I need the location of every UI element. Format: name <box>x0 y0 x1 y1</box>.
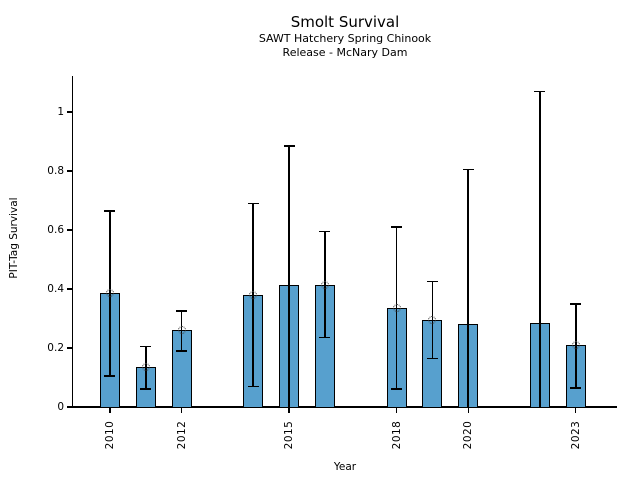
x-tick <box>180 407 183 413</box>
error-cap-bottom-2018 <box>391 388 403 391</box>
error-cap-top-2012 <box>176 310 188 312</box>
y-tick-label: 0 <box>57 401 64 413</box>
error-cap-top-2023 <box>570 302 582 305</box>
error-cap-top-2015 <box>283 145 295 147</box>
error-bar-2020 <box>467 169 470 407</box>
error-cap-bottom-2016 <box>319 336 331 339</box>
error-cap-bottom-2014 <box>247 385 259 388</box>
error-bar-2015 <box>288 145 290 407</box>
point-marker-2010 <box>105 289 114 298</box>
y-tick-label: 0.6 <box>47 223 64 236</box>
y-axis-spine <box>71 76 74 408</box>
error-cap-top-2022 <box>534 90 546 93</box>
point-marker-2023 <box>571 341 580 350</box>
error-cap-top-2010 <box>104 210 116 212</box>
point-marker-2014 <box>249 290 258 299</box>
point-marker-2019 <box>428 315 437 324</box>
x-tick-label: 2023 <box>569 420 582 450</box>
y-tick <box>66 170 72 172</box>
x-tick <box>467 407 469 413</box>
error-cap-bottom-2010 <box>104 375 116 377</box>
x-tick <box>109 407 111 413</box>
x-tick-label: 2018 <box>390 420 403 450</box>
y-tick <box>66 229 72 231</box>
chart-subtitle-line1: SAWT Hatchery Spring Chinook <box>258 32 432 45</box>
y-tick <box>66 347 72 349</box>
x-tick-label: 2020 <box>462 420 475 450</box>
point-marker-2011 <box>141 363 150 372</box>
chart-title: Smolt Survival <box>290 13 400 31</box>
y-tick-label: 0.2 <box>47 341 64 354</box>
x-axis-label: Year <box>333 461 357 473</box>
x-tick <box>395 407 398 413</box>
error-cap-top-2019 <box>426 280 438 283</box>
point-marker-2018 <box>392 304 401 313</box>
error-cap-top-2011 <box>140 345 152 348</box>
chart-subtitle-line2: Release - McNary Dam <box>282 46 408 59</box>
error-cap-bottom-2019 <box>426 357 438 360</box>
point-marker-2016 <box>320 280 329 289</box>
error-cap-top-2018 <box>391 226 403 228</box>
error-cap-top-2016 <box>319 230 331 233</box>
y-tick <box>66 288 72 290</box>
error-cap-top-2014 <box>247 202 259 205</box>
error-cap-bottom-2012 <box>176 350 188 352</box>
y-tick <box>66 111 72 113</box>
x-tick-label: 2015 <box>283 420 296 450</box>
x-tick-label: 2010 <box>103 420 116 450</box>
y-tick-label: 0.8 <box>47 164 64 177</box>
error-cap-top-2020 <box>462 168 474 171</box>
y-tick-label: 1 <box>57 105 64 118</box>
x-tick <box>575 407 577 413</box>
x-tick-label: 2012 <box>175 420 188 450</box>
error-cap-bottom-2011 <box>140 388 152 391</box>
x-axis-spine <box>71 406 618 408</box>
error-cap-bottom-2023 <box>570 387 582 389</box>
y-tick <box>66 406 72 408</box>
y-tick-label: 0.4 <box>47 282 64 295</box>
error-bar-2022 <box>539 91 541 407</box>
point-marker-2012 <box>177 326 186 335</box>
x-tick <box>288 407 290 413</box>
